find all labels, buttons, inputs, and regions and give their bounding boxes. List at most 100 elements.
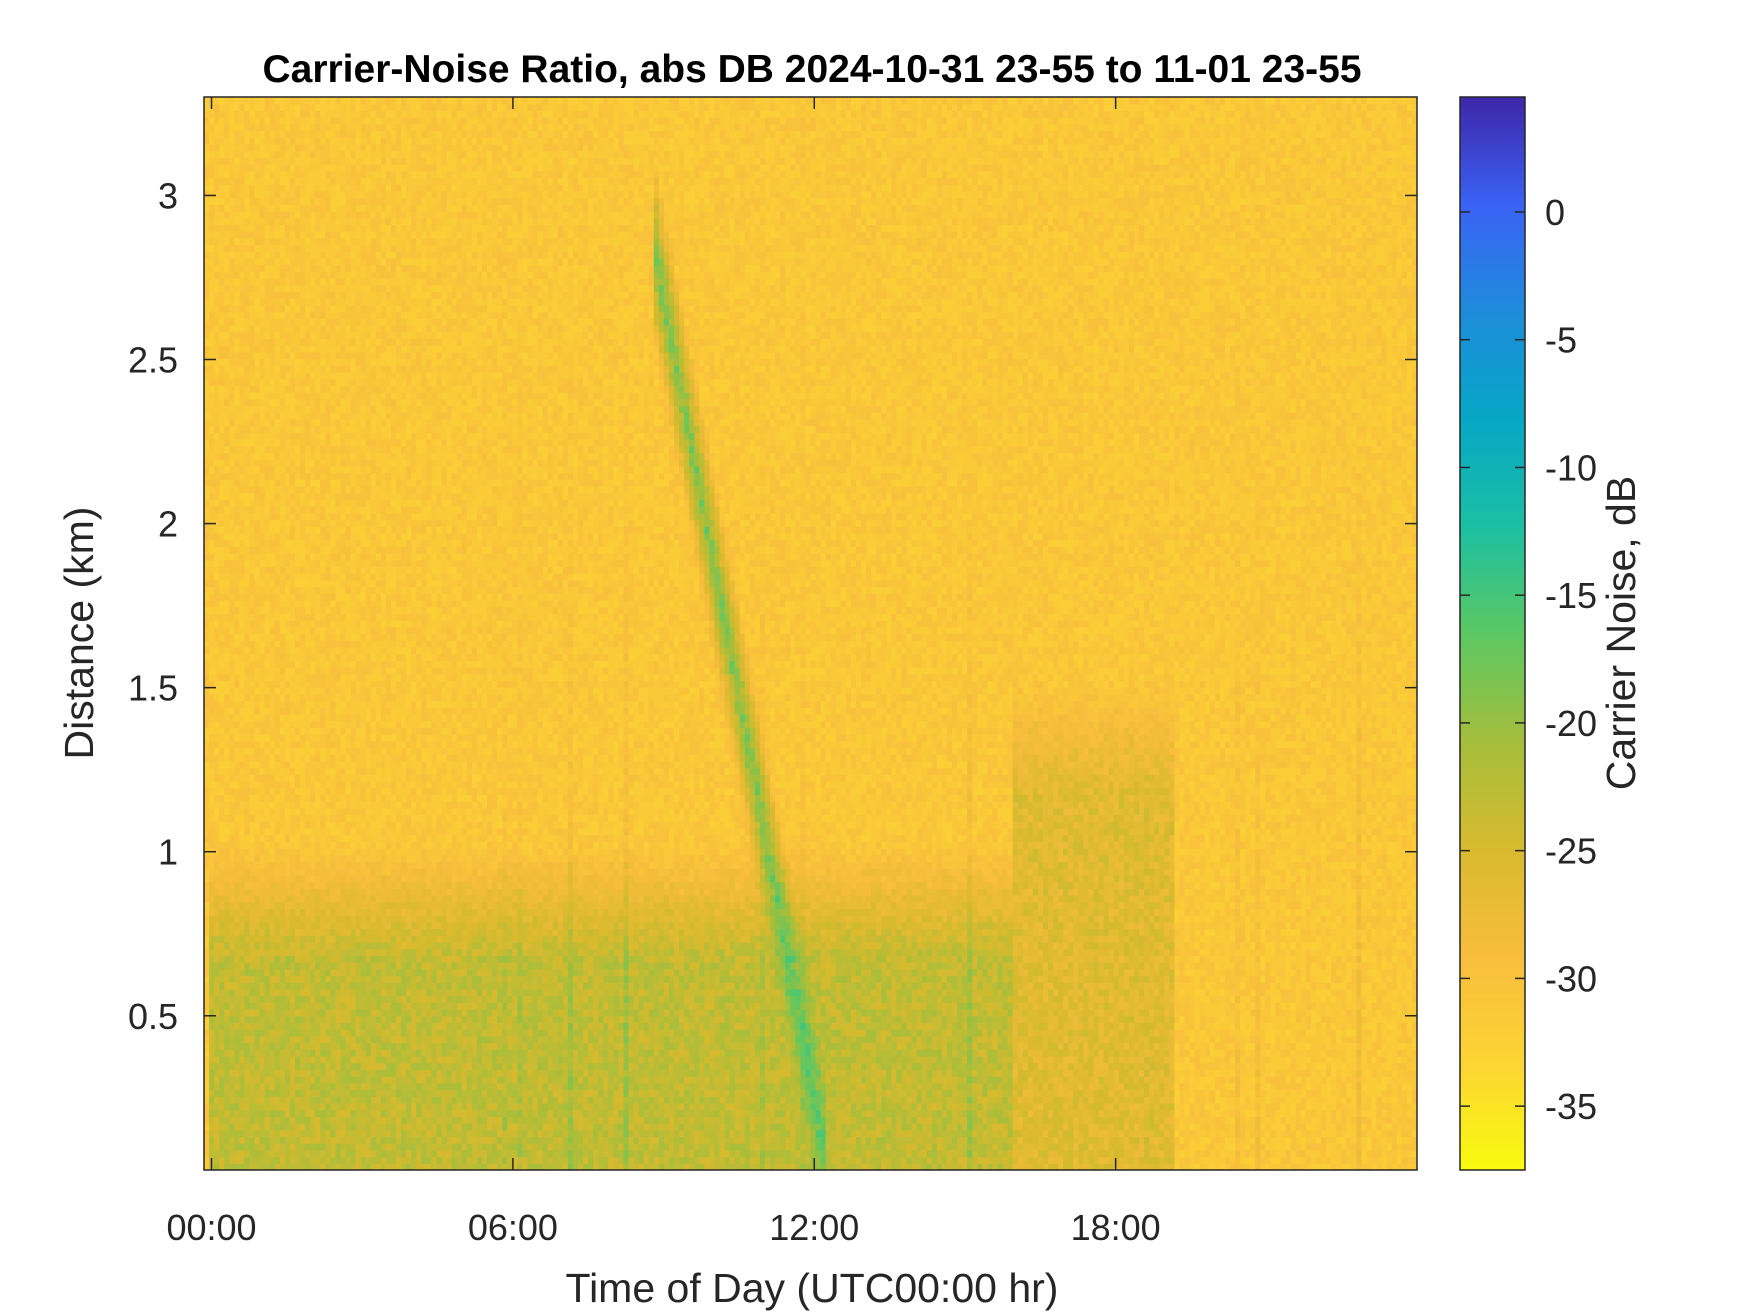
heatmap-cell: [325, 653, 331, 661]
heatmap-cell: [289, 479, 296, 487]
heatmap-cell: [350, 553, 357, 561]
heatmap-cell: [279, 895, 286, 903]
heatmap-cell: [269, 868, 276, 876]
heatmap-cell: [315, 251, 321, 259]
heatmap-cell: [355, 1035, 362, 1044]
heatmap-cell: [229, 472, 235, 480]
heatmap-cell: [264, 673, 271, 682]
heatmap-cell: [244, 901, 251, 910]
heatmap-cell: [259, 492, 266, 500]
heatmap-cell: [224, 774, 230, 782]
heatmap-cell: [350, 1082, 357, 1091]
heatmap-cell: [229, 137, 235, 145]
heatmap-cell: [269, 901, 276, 910]
heatmap-cell: [254, 150, 261, 158]
heatmap-cell: [340, 915, 347, 923]
heatmap-cell: [249, 895, 256, 903]
heatmap-cell: [224, 532, 230, 541]
heatmap-cell: [345, 271, 352, 279]
heatmap-cell: [209, 814, 215, 822]
heatmap-cell: [289, 170, 296, 179]
heatmap-cell: [219, 955, 225, 963]
heatmap-cell: [204, 680, 210, 688]
heatmap-cell: [214, 1089, 220, 1097]
heatmap-cell: [300, 1002, 306, 1010]
heatmap-cell: [350, 472, 357, 480]
heatmap-cell: [214, 392, 220, 400]
heatmap-cell: [284, 620, 291, 628]
heatmap-cell: [320, 1089, 326, 1097]
heatmap-cell: [315, 1143, 321, 1151]
heatmap-cell: [300, 546, 306, 554]
heatmap-cell: [244, 760, 251, 769]
heatmap-cell: [279, 130, 286, 138]
heatmap-cell: [244, 1136, 251, 1144]
heatmap-cell: [254, 499, 261, 507]
heatmap-cell: [229, 204, 235, 212]
heatmap-cell: [269, 1015, 276, 1024]
heatmap-cell: [310, 331, 316, 340]
heatmap-cell: [315, 157, 321, 165]
heatmap-cell: [244, 278, 251, 286]
heatmap-cell: [320, 633, 326, 641]
heatmap-cell: [244, 553, 251, 561]
heatmap-cell: [214, 599, 220, 608]
heatmap-cell: [300, 975, 306, 983]
heatmap-cell: [279, 599, 286, 608]
heatmap-cell: [340, 620, 347, 628]
heatmap-cell: [234, 231, 240, 239]
heatmap-cell: [325, 459, 331, 467]
heatmap-cell: [219, 727, 225, 735]
heatmap-cell: [264, 814, 271, 822]
heatmap-cell: [310, 257, 316, 266]
heatmap-cell: [269, 398, 276, 407]
heatmap-cell: [229, 988, 235, 997]
heatmap-cell: [350, 1123, 357, 1131]
heatmap-cell: [325, 841, 331, 849]
heatmap-cell: [335, 781, 342, 789]
heatmap-cell: [279, 1102, 286, 1111]
heatmap-cell: [300, 713, 306, 722]
heatmap-cell: [325, 251, 331, 259]
heatmap-cell: [315, 1109, 321, 1117]
heatmap-cell: [209, 646, 215, 655]
heatmap-cell: [289, 941, 296, 950]
heatmap-cell: [289, 1089, 296, 1097]
heatmap-cell: [325, 707, 331, 715]
heatmap-cell: [315, 506, 321, 514]
heatmap-cell: [320, 251, 326, 259]
heatmap-cell: [279, 593, 286, 601]
heatmap-cell: [335, 432, 342, 440]
heatmap-cell: [340, 553, 347, 561]
heatmap-cell: [340, 338, 347, 346]
heatmap-cell: [204, 901, 210, 910]
heatmap-cell: [345, 787, 352, 796]
heatmap-cell: [340, 868, 347, 876]
heatmap-cell: [350, 935, 357, 943]
heatmap-cell: [244, 767, 251, 775]
heatmap-cell: [355, 311, 362, 319]
heatmap-cell: [335, 298, 342, 306]
heatmap-cell: [259, 1035, 266, 1044]
heatmap-cell: [259, 767, 266, 775]
heatmap-cell: [320, 928, 326, 936]
heatmap-cell: [294, 184, 301, 192]
heatmap-cell: [244, 968, 251, 977]
heatmap-cell: [320, 425, 326, 433]
heatmap-cell: [315, 291, 321, 299]
heatmap-cell: [310, 673, 316, 682]
heatmap-cell: [340, 895, 347, 903]
heatmap-cell: [325, 331, 331, 340]
heatmap-cell: [249, 1035, 256, 1044]
heatmap-cell: [300, 452, 306, 460]
heatmap-cell: [305, 499, 311, 507]
heatmap-cell: [204, 459, 210, 467]
heatmap-cell: [204, 727, 210, 735]
heatmap-cell: [249, 995, 256, 1003]
heatmap-cell: [279, 211, 286, 219]
heatmap-cell: [269, 311, 276, 319]
heatmap-cell: [219, 217, 225, 226]
heatmap-cell: [330, 1136, 336, 1144]
heatmap-cell: [224, 237, 230, 246]
heatmap-cell: [340, 935, 347, 943]
